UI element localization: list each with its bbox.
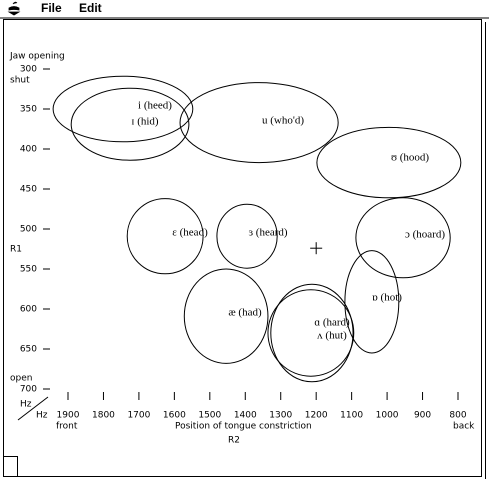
vowel-region: [344, 250, 400, 354]
vowel-region: [52, 75, 194, 143]
y-title: Jaw opening: [9, 52, 65, 62]
unit-divider: [17, 396, 49, 421]
vowel-region: [316, 126, 462, 199]
vowel-label: ɛ (head): [172, 227, 208, 239]
y-tick-label: 500: [20, 225, 37, 235]
x-left-label: front: [56, 422, 78, 432]
vowel-region: [126, 198, 204, 275]
y-tick-label: 450: [20, 185, 37, 195]
y-tick-label: 600: [20, 305, 37, 315]
vowel-label: u (who'd): [262, 115, 304, 127]
menu-item[interactable]: Edit: [79, 1, 102, 15]
y-top-label: shut: [10, 76, 30, 86]
vowel-label: æ (had): [228, 307, 262, 319]
window-frame: [3, 19, 482, 477]
x-label: R2: [228, 436, 240, 446]
vowel-label: ɔ (hoard): [405, 229, 445, 241]
y-tick-label: 650: [20, 345, 37, 355]
resize-box[interactable]: [3, 456, 18, 477]
y-bottom-label: open: [10, 374, 32, 384]
y-tick-label: 400: [20, 145, 37, 155]
y-tick-label: 700: [20, 385, 37, 395]
vowel-label: ʊ (hood): [391, 152, 429, 164]
menu-item[interactable]: File: [41, 1, 62, 15]
vowel-region: [70, 87, 190, 161]
y-label: R1: [10, 245, 22, 255]
vowel-region: [270, 283, 354, 383]
vowel-label: ɜ (heard): [248, 227, 287, 239]
x-tick-label: 1600: [163, 411, 186, 421]
y-tick-label: 300: [20, 65, 37, 75]
x-tick-label: 1100: [340, 411, 363, 421]
vowel-region: [355, 197, 451, 279]
x-right-label: back: [453, 422, 475, 432]
x-tick-label: 1200: [305, 411, 328, 421]
x-tick-label: 1400: [234, 411, 257, 421]
vowel-label: ʌ (hut): [317, 330, 347, 342]
vowel-region: [267, 289, 355, 377]
y-tick-label: 550: [20, 265, 37, 275]
vowel-label: i (heed): [138, 100, 172, 112]
vowel-label: ɪ (hid): [131, 116, 159, 128]
x-tick-label: 1500: [198, 411, 221, 421]
menu-bar: [0, 0, 489, 18]
x-title: Position of tongue constriction: [175, 422, 312, 432]
vowel-region: [183, 268, 269, 364]
x-tick-label: 1000: [376, 411, 399, 421]
vowel-region: [216, 203, 278, 269]
x-tick-label: 900: [414, 411, 431, 421]
x-tick-label: 1900: [57, 411, 80, 421]
x-tick-label: 1300: [269, 411, 292, 421]
x-tick-label: 1700: [127, 411, 150, 421]
vowel-label: ɑ (hard): [314, 317, 350, 329]
y-tick-label: 350: [20, 105, 37, 115]
apple-icon[interactable]: [7, 1, 21, 16]
y-unit: Hz: [20, 400, 32, 410]
vowel-region: [179, 82, 339, 164]
vowel-label: ɒ (hot): [372, 292, 402, 304]
x-unit: Hz: [36, 411, 48, 421]
x-tick-label: 1800: [92, 411, 115, 421]
x-tick-label: 800: [449, 411, 466, 421]
